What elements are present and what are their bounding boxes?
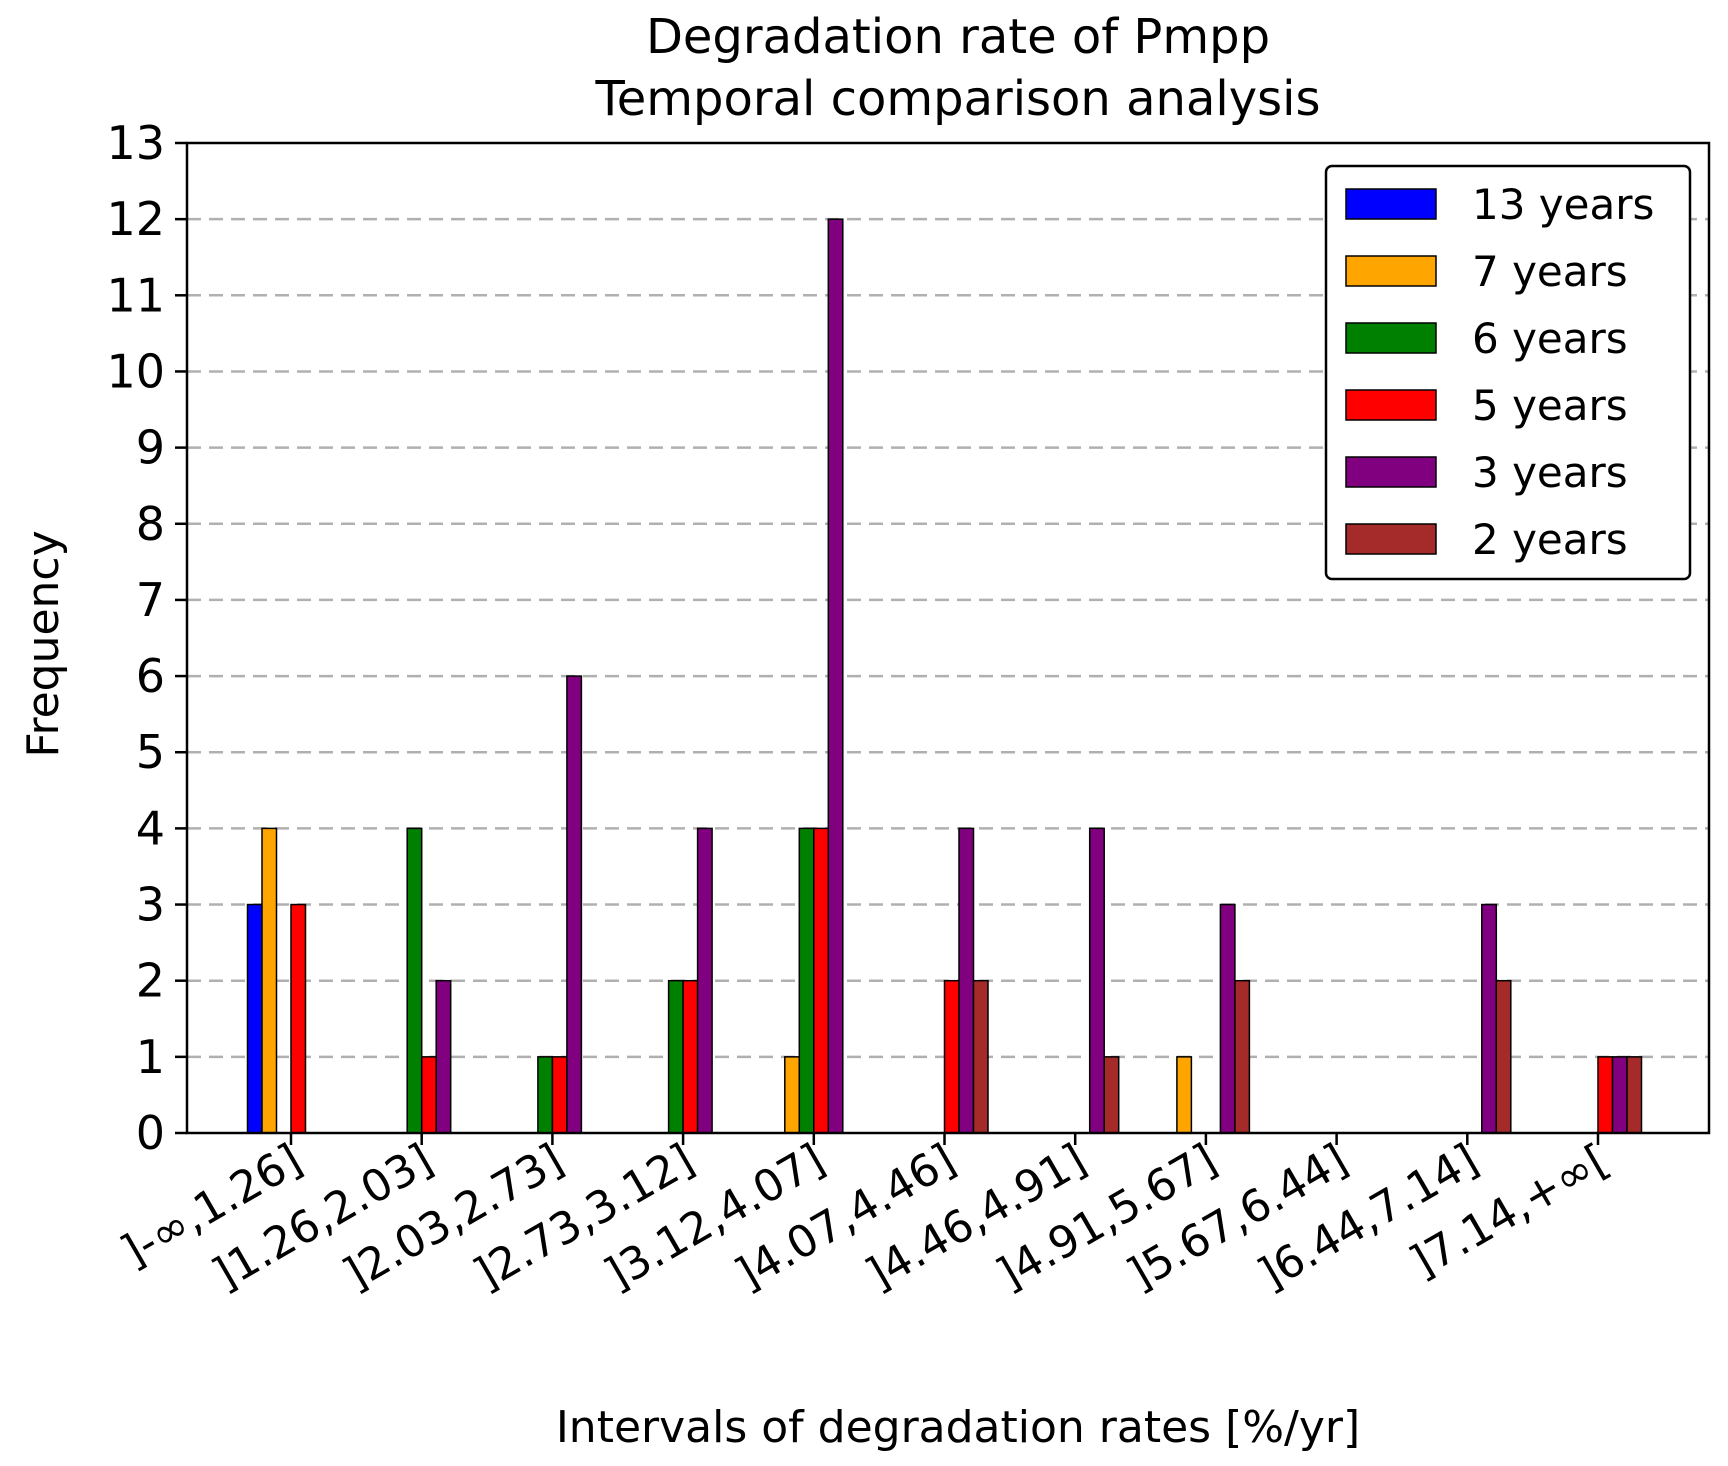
bar xyxy=(551,1056,568,1134)
bar xyxy=(1626,1056,1643,1134)
y-tick-label: 13 xyxy=(106,116,165,170)
bar xyxy=(1176,1056,1193,1134)
legend-swatch xyxy=(1345,255,1437,287)
bar xyxy=(1103,1056,1120,1134)
y-tick-label: 3 xyxy=(136,878,165,932)
chart-title-line-1: Degradation rate of Pmpp xyxy=(646,9,1270,65)
bar xyxy=(827,218,844,1134)
y-tick-label: 8 xyxy=(136,497,165,551)
bar xyxy=(566,675,583,1134)
bar xyxy=(537,1056,554,1134)
y-tick-label: 12 xyxy=(106,192,165,246)
legend-swatch xyxy=(1345,322,1437,354)
legend-label: 2 years xyxy=(1472,515,1628,564)
bar xyxy=(798,827,815,1134)
legend-swatch xyxy=(1345,456,1437,488)
chart-title-line-2: Temporal comparison analysis xyxy=(595,71,1321,127)
bar xyxy=(682,979,699,1134)
plot-frame xyxy=(185,141,1711,1135)
y-tick-label: 1 xyxy=(136,1030,165,1084)
y-tick-label: 5 xyxy=(136,725,165,779)
bar xyxy=(420,1056,437,1134)
y-tick-label: 6 xyxy=(136,649,165,703)
y-tick-label: 9 xyxy=(136,421,165,475)
y-tick-label: 11 xyxy=(106,268,165,322)
y-axis-label: Frequency xyxy=(18,530,69,757)
bar xyxy=(1234,979,1251,1134)
legend-label: 5 years xyxy=(1472,381,1628,430)
bar xyxy=(406,827,423,1134)
axes xyxy=(185,141,1711,1135)
legend-label: 3 years xyxy=(1472,448,1628,497)
bar xyxy=(696,827,713,1134)
bar xyxy=(1219,903,1236,1134)
bar xyxy=(1481,903,1498,1134)
x-axis-label: Intervals of degradation rates [%/yr] xyxy=(556,1402,1360,1453)
legend-swatch xyxy=(1345,188,1437,220)
legend: 13 years 7 years 6 years 5 years 3 years 2 ye… xyxy=(1324,164,1692,581)
y-tick-label: 0 xyxy=(136,1106,165,1160)
y-tick-label: 2 xyxy=(136,954,165,1008)
bar xyxy=(1597,1056,1614,1134)
legend-label: 13 years xyxy=(1472,180,1654,229)
bar xyxy=(1495,979,1512,1134)
legend-swatch xyxy=(1345,523,1437,555)
legend-label: 7 years xyxy=(1472,247,1628,296)
bar xyxy=(813,827,830,1134)
bar xyxy=(972,979,989,1134)
bar xyxy=(958,827,975,1134)
legend-label: 6 years xyxy=(1472,314,1628,363)
bar xyxy=(667,979,684,1134)
bar xyxy=(1611,1056,1628,1134)
bar xyxy=(1088,827,1105,1134)
bar xyxy=(261,827,278,1134)
bar xyxy=(943,979,960,1134)
legend-swatch xyxy=(1345,389,1437,421)
y-tick-label: 7 xyxy=(136,573,165,627)
y-tick-label: 10 xyxy=(106,344,165,398)
bar xyxy=(784,1056,801,1134)
y-tick-label: 4 xyxy=(136,801,165,855)
bar xyxy=(290,903,307,1134)
bar xyxy=(435,979,452,1134)
bar xyxy=(246,903,263,1134)
